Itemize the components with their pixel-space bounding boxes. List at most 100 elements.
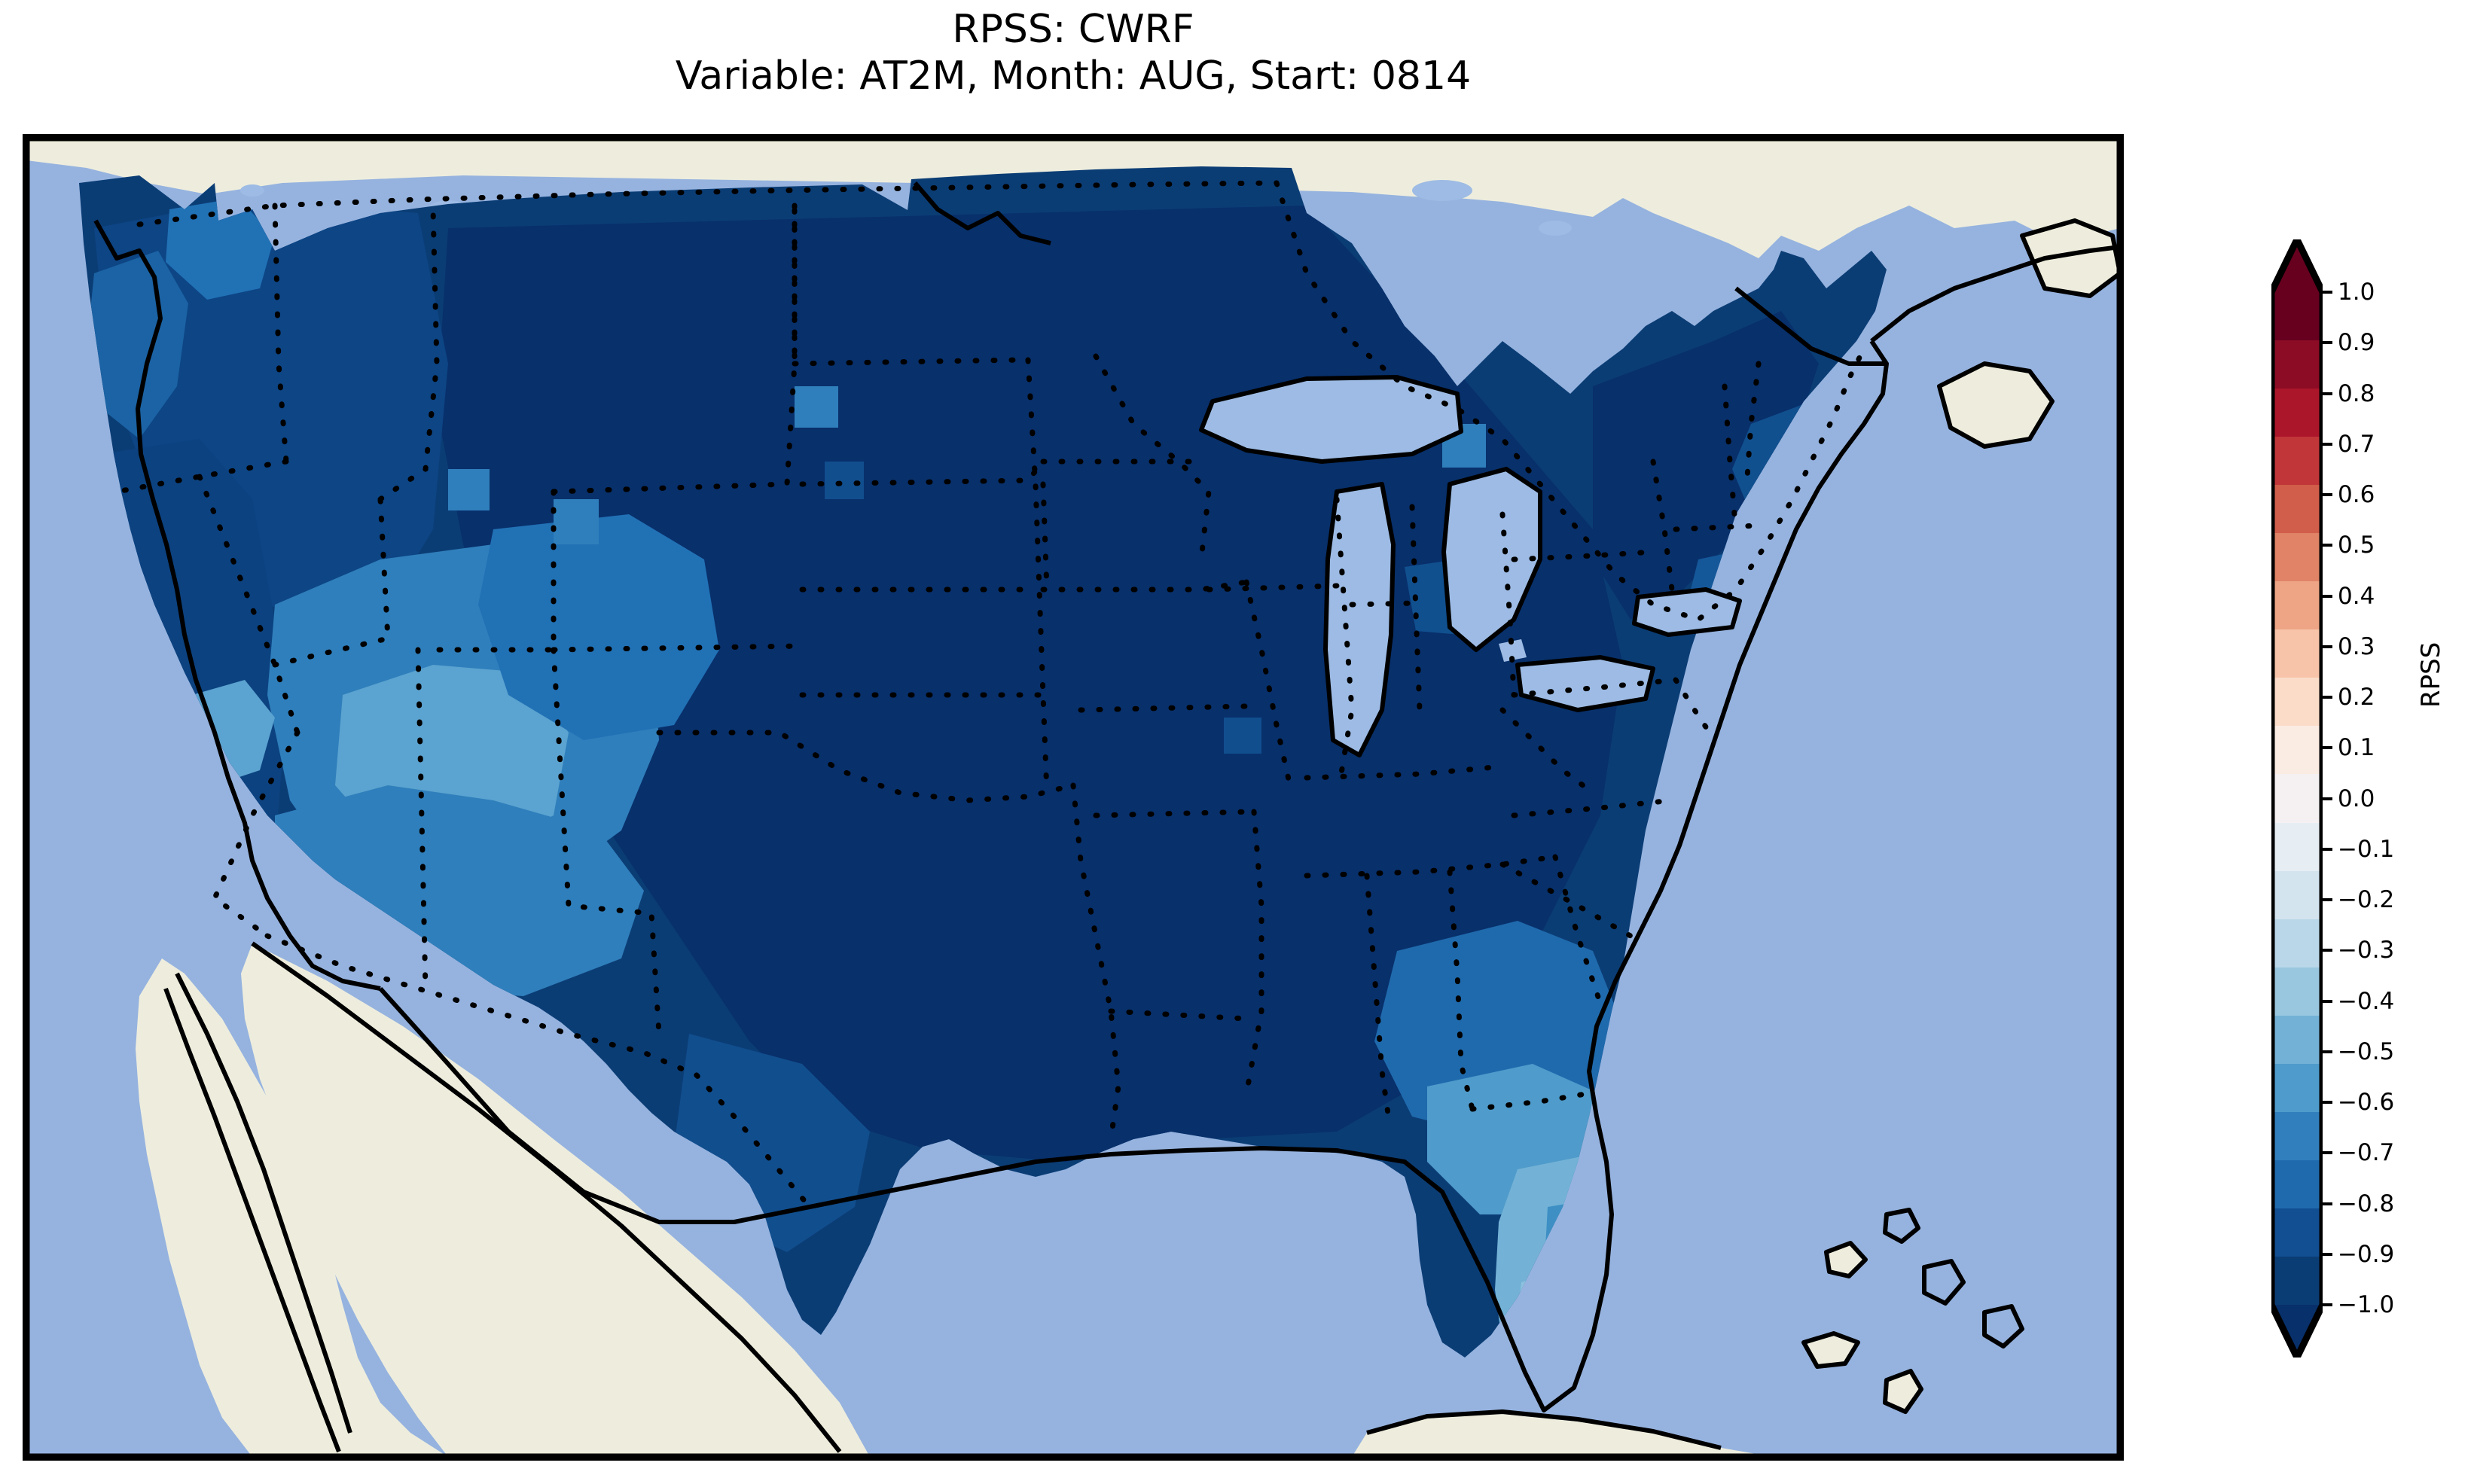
colorbar-tick-label: −0.6 [2338,1089,2395,1116]
coastline-st-lawrence [1734,286,1887,366]
border-nc-sc [1499,861,1634,939]
land-cuba [1352,1414,1774,1457]
border-co-wy-ks [551,203,798,495]
border-nm-tx [551,647,662,1037]
border-mo-il [1243,579,1295,796]
coastline-bahamas-1 [1801,1331,1860,1369]
rpss-pixel-noise [554,499,599,544]
outline-lake-erie [1515,655,1655,712]
border-wi-il [1206,583,1340,593]
coastline-mexico-west [251,941,842,1453]
lake-st-clair [1499,639,1527,662]
border-il-in [1334,496,1355,781]
colorbar-tick-label: 0.1 [2338,734,2375,762]
coastline-canada-lakes [913,181,1051,245]
colorbar-tick-mark [2320,341,2332,345]
coastline-nova-scotia [1937,361,2055,449]
border-vt-nh [1722,383,1737,517]
border-ok-tx [656,730,1076,803]
land-bahamas-1 [1804,1335,1856,1365]
colorbar-tick-mark [2320,1101,2332,1104]
rpss-pixel-noise [448,469,490,510]
colorbar-tick-mark [2320,746,2332,750]
colorbar-tick-label: 1.0 [2338,279,2375,306]
map-frame-border [26,138,2120,1457]
border-ia-mo [1040,579,1249,593]
colorbar-tick-mark [2320,797,2332,800]
land-bahamas-2 [1887,1373,1920,1410]
border-sd-ne [799,459,1046,487]
colorbar-tick-label: −0.1 [2338,835,2395,863]
border-sc-ga [1552,854,1603,1007]
colorbar-tick-label: 0.2 [2338,684,2375,711]
colorbar-tick-label: 0.8 [2338,379,2375,407]
rpss-pnw-coast [88,251,188,439]
lake-decor-8 [240,184,264,197]
border-id-mt-wy [377,206,440,502]
border-ms-al [1364,873,1393,1127]
colorbar-tick-mark [2320,898,2332,901]
border-us-canada [136,180,1280,227]
coastline-baja-east [163,987,341,1453]
colorbar-tick-label: −0.5 [2338,1038,2395,1065]
outline-lake-superior [1199,375,1463,464]
title-line-primary: RPSS: CWRF [952,7,1194,52]
border-mi-in-oh [1349,600,1419,608]
colorbar-tick-label: −0.9 [2338,1240,2395,1268]
colorbar-tick-mark [2320,949,2332,952]
colorbar-tick-mark [2320,544,2332,547]
rpss-core-deep-2 [1593,311,1819,620]
colorbar-tick-mark [2320,1202,2332,1205]
colorbar-tick-label: 0.3 [2338,632,2375,660]
colorbar-tick-mark [2320,493,2332,496]
coastline-baja [175,972,352,1434]
border-ne-ia [1040,481,1050,593]
land-bahamas-3 [1826,1245,1864,1275]
coastline-newfoundland [2020,218,2120,298]
colorbar-tick-mark [2320,1050,2332,1053]
rpss-pixel-noise [825,462,864,499]
outline-lake-michigan [1323,482,1396,757]
colorbar-tick-label: 0.0 [2338,785,2375,812]
colorbar-tick-label: −1.0 [2338,1291,2395,1318]
colorbar-tick-label: 0.9 [2338,329,2375,357]
chart-title: RPSS: CWRF Variable: AT2M, Month: AUG, S… [0,6,2146,100]
state-borders [114,180,1867,1210]
colorbar-tick-label: 0.5 [2338,532,2375,559]
colorbar-tick-mark [2320,1303,2332,1306]
border-nd-sd [792,357,1023,367]
border-wv-va [1499,707,1596,796]
border-tn-ms-al-ga [1304,854,1558,879]
colorbar-tick-mark [2320,291,2332,294]
lake-decor-4 [1412,180,1472,201]
land-mexico-mainland [241,943,870,1457]
coastline-florida [1463,340,1889,1412]
coastline-bahamas-3 [1824,1241,1868,1278]
border-in-oh [1409,504,1423,713]
colorbar: 1.0 0.9 0.8 0.7 0.6 0.5 0.4 0.3 0.2 0.1 0.0 −0.1 −0.… [2268,226,2474,1370]
border-wa-id [272,203,289,465]
colorbar-tick-mark [2320,442,2332,446]
colorbar-tick-mark [2320,1151,2332,1155]
border-ny-ne [1650,459,1675,593]
rpss-wa-spot [166,198,275,300]
colorbar-tick-label: 0.7 [2338,430,2375,458]
colorbar-tick-mark [2320,1252,2332,1256]
land-canada [26,138,2120,258]
border-ca-az [211,730,300,939]
coastlines [93,181,2120,1453]
border-md-de [1673,677,1713,736]
rpss-pixel-noise [1224,718,1261,754]
colorbar-tick-label: 0.6 [2338,481,2375,508]
colorbar-tick-label: −0.2 [2338,886,2395,913]
lake-decor-5 [1539,221,1572,236]
coastline-west [93,219,381,991]
colorbar-tick-label: −0.4 [2338,987,2395,1015]
colorbar-tick-mark [2320,594,2332,598]
coastline-bahamas-2 [1883,1369,1923,1414]
map-panel [23,134,2124,1461]
colorbar-tick-label: −0.7 [2338,1139,2395,1167]
coastline-bahamas-4 [1922,1259,1966,1306]
lake-ontario [1634,590,1740,635]
border-ky-tn [1304,763,1505,781]
